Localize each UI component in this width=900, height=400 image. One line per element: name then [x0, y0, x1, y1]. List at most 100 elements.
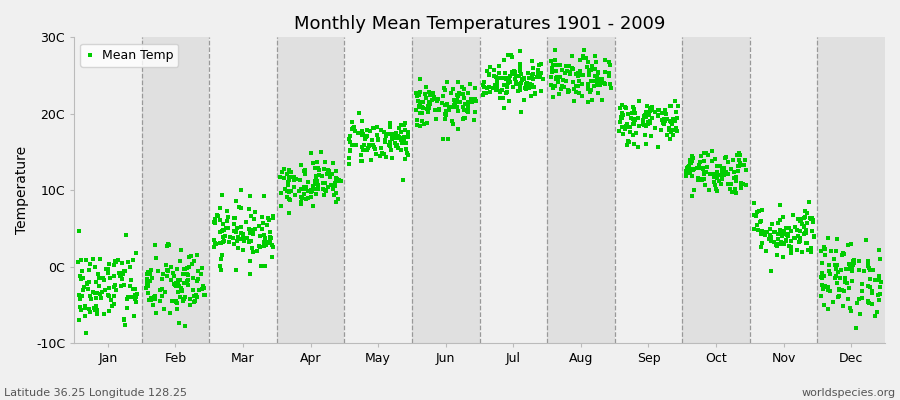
- Mean Temp: [592, 76, 607, 82]
- Mean Temp: [438, 110, 453, 117]
- Mean Temp: [237, 234, 251, 241]
- Mean Temp: [773, 228, 788, 235]
- Mean Temp: [770, 241, 785, 248]
- Mean Temp: [266, 244, 280, 250]
- Mean Temp: [458, 100, 473, 107]
- Mean Temp: [382, 142, 396, 148]
- Mean Temp: [168, 280, 183, 287]
- Mean Temp: [814, 248, 828, 254]
- Mean Temp: [328, 180, 343, 186]
- Mean Temp: [562, 62, 576, 69]
- Mean Temp: [687, 187, 701, 194]
- Mean Temp: [176, 297, 190, 304]
- Mean Temp: [397, 122, 411, 128]
- Mean Temp: [438, 108, 453, 114]
- Mean Temp: [430, 96, 445, 102]
- Mean Temp: [443, 104, 457, 110]
- Mean Temp: [625, 110, 639, 116]
- Mean Temp: [143, 270, 157, 277]
- Mean Temp: [109, 287, 123, 294]
- Mean Temp: [626, 106, 641, 113]
- Mean Temp: [614, 114, 628, 120]
- Mean Temp: [461, 108, 475, 115]
- Mean Temp: [588, 73, 602, 79]
- Mean Temp: [512, 64, 526, 71]
- Mean Temp: [318, 180, 332, 186]
- Mean Temp: [248, 225, 263, 232]
- Mean Temp: [140, 278, 154, 284]
- Mean Temp: [328, 190, 343, 196]
- Mean Temp: [697, 175, 711, 182]
- Mean Temp: [510, 81, 525, 88]
- Mean Temp: [101, 265, 115, 272]
- Mean Temp: [176, 288, 190, 294]
- Mean Temp: [446, 121, 460, 127]
- Mean Temp: [707, 174, 722, 181]
- Mean Temp: [172, 320, 186, 326]
- Mean Temp: [705, 157, 719, 164]
- Mean Temp: [872, 246, 886, 253]
- Mean Temp: [792, 228, 806, 234]
- Mean Temp: [99, 266, 113, 272]
- Mean Temp: [315, 186, 329, 192]
- Mean Temp: [800, 240, 814, 247]
- Mean Temp: [297, 184, 311, 190]
- Mean Temp: [713, 172, 727, 178]
- Mean Temp: [215, 238, 230, 245]
- Mean Temp: [442, 104, 456, 110]
- Mean Temp: [769, 242, 783, 248]
- Mean Temp: [116, 316, 130, 322]
- Mean Temp: [148, 309, 163, 316]
- Mean Temp: [102, 308, 116, 314]
- Mean Temp: [545, 85, 560, 92]
- Mean Temp: [230, 245, 245, 252]
- Mean Temp: [444, 90, 458, 96]
- Mean Temp: [565, 52, 580, 59]
- Mean Temp: [324, 182, 338, 188]
- Mean Temp: [517, 97, 531, 103]
- Mean Temp: [759, 248, 773, 255]
- Mean Temp: [569, 70, 583, 77]
- Mean Temp: [528, 91, 543, 97]
- Mean Temp: [719, 153, 733, 160]
- Mean Temp: [783, 248, 797, 254]
- Mean Temp: [736, 180, 751, 187]
- Mean Temp: [77, 312, 92, 319]
- Mean Temp: [486, 85, 500, 92]
- Mean Temp: [645, 104, 660, 110]
- Mean Temp: [400, 151, 415, 158]
- Mean Temp: [804, 245, 818, 251]
- Mean Temp: [563, 68, 578, 75]
- Mean Temp: [173, 277, 187, 284]
- Mean Temp: [723, 186, 737, 192]
- Mean Temp: [446, 86, 460, 92]
- Mean Temp: [275, 168, 290, 175]
- Mean Temp: [598, 79, 612, 86]
- Mean Temp: [428, 96, 443, 102]
- Mean Temp: [435, 100, 449, 106]
- Mean Temp: [865, 288, 879, 294]
- Mean Temp: [442, 105, 456, 112]
- Mean Temp: [528, 90, 543, 97]
- Mean Temp: [124, 277, 139, 284]
- Mean Temp: [805, 215, 819, 222]
- Mean Temp: [697, 170, 711, 177]
- Mean Temp: [70, 258, 85, 265]
- Mean Temp: [750, 222, 764, 228]
- Mean Temp: [425, 97, 439, 103]
- Mean Temp: [140, 290, 155, 296]
- Mean Temp: [97, 311, 112, 317]
- Mean Temp: [751, 226, 765, 233]
- Mean Temp: [239, 235, 254, 241]
- Mean Temp: [399, 139, 413, 146]
- Bar: [682, 37, 750, 343]
- Mean Temp: [103, 292, 117, 299]
- Mean Temp: [389, 130, 403, 136]
- Mean Temp: [788, 234, 802, 241]
- Mean Temp: [798, 230, 813, 236]
- Mean Temp: [283, 197, 297, 204]
- Mean Temp: [87, 264, 102, 270]
- Mean Temp: [113, 273, 128, 280]
- Mean Temp: [437, 102, 452, 108]
- Mean Temp: [696, 165, 710, 171]
